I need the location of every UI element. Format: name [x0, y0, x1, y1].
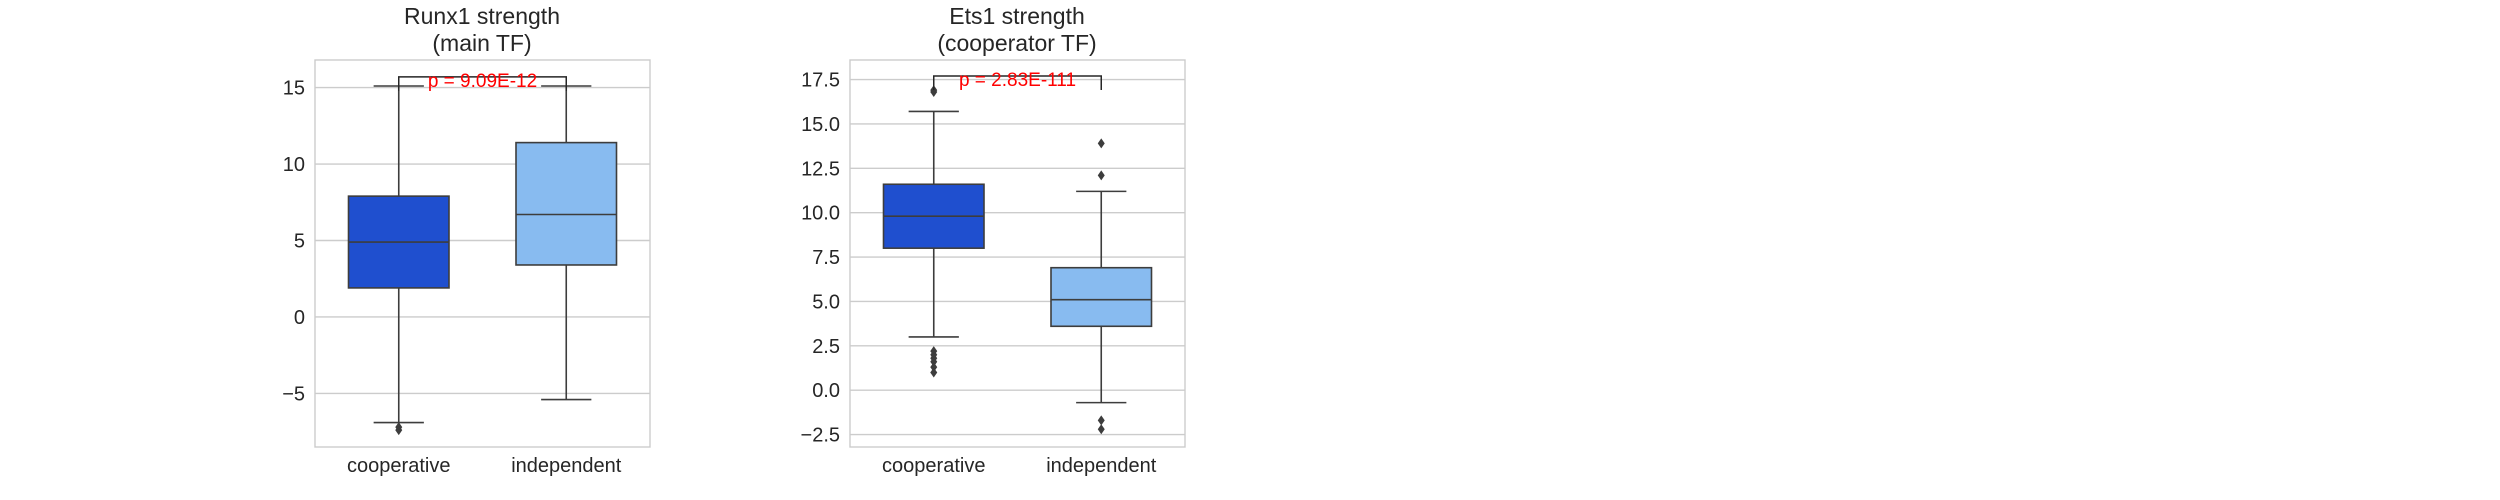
y-tick-label: 5.0: [812, 291, 840, 313]
box-independent: [515, 85, 618, 401]
x-tick-labels: cooperative independent: [347, 455, 622, 477]
significance-bracket: [398, 76, 567, 91]
y-tick-label: 7.5: [812, 247, 840, 269]
x-tick-label: cooperative: [347, 455, 450, 477]
y-tick-labels: 15 10 5 0 −5: [282, 78, 305, 406]
y-tick-label: 12.5: [801, 158, 840, 180]
significance-bracket: [933, 75, 1102, 90]
box-cooperative: [882, 85, 985, 378]
y-tick-label: 10: [283, 154, 305, 176]
ets1-strength-panel: 17.5 15.0 12.5 10.0 7.5 5.0 2.5 0.0 −2.5 coopera…: [801, 3, 1186, 477]
y-tick-label: −5: [282, 383, 305, 405]
plot-area: [849, 59, 1186, 448]
chart-title-line-1: Runx1 strength: [404, 3, 560, 29]
outlier-point: [930, 362, 938, 373]
significance-annotation: p = 9.09E-12: [398, 71, 567, 92]
boxes: [882, 85, 1153, 435]
chart-title-line-2: (cooperator TF): [937, 30, 1096, 56]
chart-title-line-2: (main TF): [432, 30, 531, 56]
runx1-strength-panel: 15 10 5 0 −5 cooperative independent p = 9.09…: [282, 3, 651, 477]
y-tick-label: 5: [294, 230, 305, 252]
x-tick-label: independent: [511, 455, 622, 477]
iqr-box: [1050, 266, 1153, 328]
outlier-point: [1097, 415, 1105, 426]
box-cooperative: [347, 85, 450, 436]
chart-title-line-1: Ets1 strength: [949, 3, 1085, 29]
y-tick-label: −2.5: [801, 425, 840, 447]
outlier-point: [1097, 170, 1105, 181]
x-tick-label: cooperative: [882, 455, 985, 477]
outlier-point: [1097, 424, 1105, 435]
p-value-label: p = 9.09E-12: [428, 71, 537, 92]
y-tick-label: 15.0: [801, 114, 840, 136]
outlier-point: [930, 356, 938, 367]
outlier-point: [930, 367, 938, 378]
outlier-point: [930, 85, 938, 96]
iqr-box: [515, 141, 618, 266]
box-independent: [1050, 138, 1153, 435]
outlier-point: [1097, 138, 1105, 149]
significance-annotation: p = 2.83E-111: [933, 70, 1102, 91]
boxes: [347, 85, 618, 436]
y-tick-label: 15: [283, 78, 305, 100]
y-tick-labels: 17.5 15.0 12.5 10.0 7.5 5.0 2.5 0.0 −2.5: [801, 70, 840, 447]
p-value-label: p = 2.83E-111: [959, 70, 1076, 91]
outlier-point: [395, 425, 403, 436]
y-tick-label: 0: [294, 307, 305, 329]
y-tick-label: 17.5: [801, 70, 840, 92]
x-tick-label: independent: [1046, 455, 1157, 477]
y-tick-label: 2.5: [812, 336, 840, 358]
y-tick-label: 10.0: [801, 203, 840, 225]
y-tick-label: 0.0: [812, 380, 840, 402]
x-tick-labels: cooperative independent: [882, 455, 1157, 477]
